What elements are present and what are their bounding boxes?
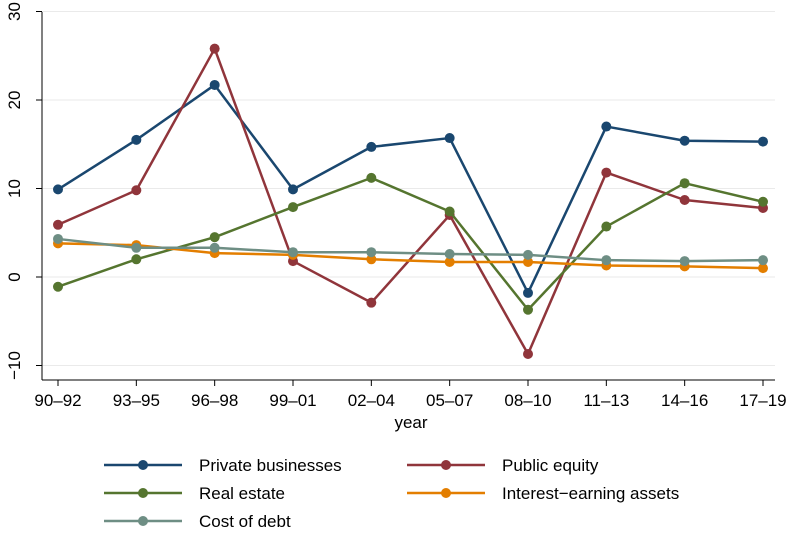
data-point bbox=[366, 247, 377, 258]
data-point bbox=[601, 255, 612, 266]
data-point bbox=[444, 248, 455, 259]
data-point bbox=[53, 233, 63, 244]
legend-swatch-marker bbox=[138, 488, 148, 498]
data-point bbox=[758, 263, 768, 274]
data-point bbox=[288, 247, 298, 258]
series-2 bbox=[53, 43, 768, 359]
legend-item: Cost of debt bbox=[104, 512, 291, 531]
data-point bbox=[679, 178, 690, 189]
x-axis-title: year bbox=[394, 413, 427, 432]
data-point bbox=[53, 219, 63, 230]
data-point bbox=[209, 43, 220, 54]
data-point bbox=[288, 184, 298, 195]
legend-swatch-marker bbox=[138, 460, 148, 470]
x-ticks: 90–92 93–95 96–98 99–01 02–04 05–07 08–10 11–13… bbox=[34, 380, 787, 410]
legend-swatch-marker bbox=[441, 460, 451, 470]
data-point bbox=[366, 254, 377, 265]
legend-label: Private businesses bbox=[199, 456, 342, 475]
legend-item: Public equity bbox=[407, 456, 599, 475]
data-point bbox=[679, 195, 690, 206]
series-line bbox=[57, 176, 764, 311]
y-tick-label: 0 bbox=[5, 272, 24, 281]
series-line bbox=[57, 83, 764, 295]
data-point bbox=[209, 232, 220, 243]
data-point bbox=[523, 304, 533, 315]
series-3 bbox=[53, 172, 768, 315]
data-point bbox=[366, 141, 377, 152]
data-point bbox=[679, 256, 690, 267]
x-tick-label: 93–95 bbox=[113, 391, 160, 410]
x-tick-label: 02–04 bbox=[348, 391, 395, 410]
legend-label: Interest−earning assets bbox=[502, 484, 679, 503]
data-point bbox=[131, 134, 142, 145]
y-tick-label: 10 bbox=[5, 179, 24, 198]
x-tick-label: 90–92 bbox=[34, 391, 81, 410]
data-point bbox=[444, 256, 455, 267]
legend: Private businesses Public equity Real esta… bbox=[104, 456, 679, 531]
data-point bbox=[131, 254, 142, 265]
data-point bbox=[523, 256, 533, 267]
series-line bbox=[57, 237, 764, 263]
y-tick-label: −10 bbox=[5, 351, 24, 380]
y-tick-label: 20 bbox=[5, 91, 24, 110]
y-tick-label: 30 bbox=[5, 2, 24, 21]
legend-label: Real estate bbox=[199, 484, 285, 503]
data-point bbox=[758, 196, 768, 207]
x-tick-label: 05–07 bbox=[426, 391, 473, 410]
data-point bbox=[758, 136, 768, 147]
y-ticks: −10 0 10 20 30 bbox=[5, 2, 42, 380]
series-layer bbox=[53, 43, 768, 359]
legend-item: Private businesses bbox=[104, 456, 342, 475]
legend-label: Public equity bbox=[502, 456, 599, 475]
data-point bbox=[131, 242, 142, 253]
legend-swatch-marker bbox=[138, 516, 148, 526]
data-point bbox=[679, 135, 690, 146]
series-line bbox=[57, 242, 764, 270]
data-point bbox=[366, 297, 377, 308]
legend-swatch-marker bbox=[441, 488, 451, 498]
data-point bbox=[758, 255, 768, 266]
series-4 bbox=[53, 238, 768, 274]
x-tick-label: 17–19 bbox=[739, 391, 786, 410]
data-point bbox=[601, 121, 612, 132]
data-point bbox=[523, 249, 533, 260]
data-point bbox=[601, 167, 612, 178]
x-tick-label: 08–10 bbox=[504, 391, 551, 410]
x-tick-label: 11–13 bbox=[583, 391, 629, 410]
series-1 bbox=[53, 79, 768, 298]
data-point bbox=[523, 348, 533, 359]
x-tick-label: 96–98 bbox=[191, 391, 238, 410]
x-tick-label: 14–16 bbox=[661, 391, 708, 410]
data-point bbox=[288, 202, 298, 213]
gridlines bbox=[42, 11, 775, 366]
data-point bbox=[444, 206, 455, 217]
series-5 bbox=[53, 233, 768, 267]
series-line bbox=[57, 47, 764, 356]
data-point bbox=[601, 221, 612, 232]
data-point bbox=[366, 172, 377, 183]
data-point bbox=[444, 133, 455, 144]
data-point bbox=[53, 281, 63, 292]
data-point bbox=[131, 185, 142, 196]
legend-item: Real estate bbox=[104, 484, 285, 503]
x-tick-label: 99–01 bbox=[269, 391, 316, 410]
data-point bbox=[53, 184, 63, 195]
data-point bbox=[209, 79, 220, 90]
legend-label: Cost of debt bbox=[199, 512, 291, 531]
data-point bbox=[523, 287, 533, 298]
data-point bbox=[209, 242, 220, 253]
legend-item: Interest−earning assets bbox=[407, 484, 679, 503]
